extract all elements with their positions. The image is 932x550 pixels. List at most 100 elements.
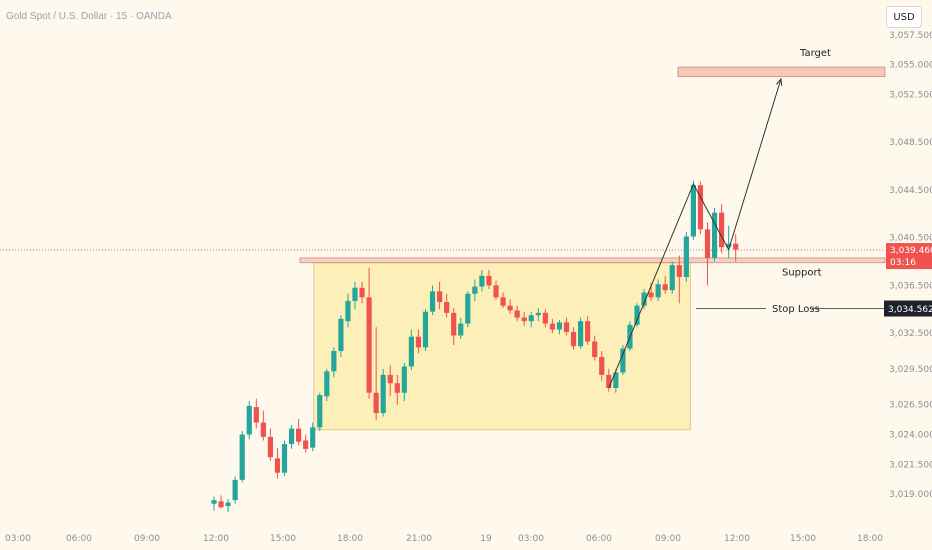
candle — [563, 317, 570, 336]
candle — [451, 308, 457, 346]
candle-body — [303, 440, 309, 449]
candle-body — [613, 372, 619, 388]
y-tick-label: 3,019.000 — [889, 490, 932, 500]
candle-body — [444, 302, 450, 313]
candle — [281, 440, 288, 477]
candle-body — [331, 351, 337, 372]
candle — [260, 410, 266, 441]
candle-body — [324, 371, 330, 397]
candle — [683, 231, 689, 282]
candle — [486, 269, 492, 289]
candle — [380, 368, 386, 417]
candle — [415, 329, 422, 354]
candle-body — [429, 291, 436, 312]
candle — [634, 303, 640, 328]
candle — [232, 476, 238, 504]
candle-body — [535, 312, 541, 316]
y-tick-label: 3,052.500 — [889, 91, 932, 101]
y-tick-label: 3,036.500 — [889, 281, 932, 291]
candle — [246, 401, 252, 440]
x-tick-label: 12:00 — [203, 534, 229, 544]
currency-button[interactable]: USD — [886, 6, 922, 28]
x-tick-label: 18:00 — [337, 534, 363, 544]
candle — [253, 398, 259, 429]
candle — [422, 309, 429, 352]
candle-body — [507, 305, 513, 311]
candle — [310, 422, 316, 452]
candle — [458, 317, 464, 340]
candle — [274, 447, 281, 479]
candle — [303, 434, 309, 453]
candle — [528, 311, 534, 328]
target-label: Target — [799, 48, 831, 59]
candle — [507, 299, 513, 315]
candle-body — [578, 321, 584, 347]
candle-body — [662, 284, 668, 291]
candle-body — [288, 428, 295, 445]
x-tick-label: 09:00 — [655, 534, 681, 544]
candle-body — [563, 322, 570, 332]
candle — [655, 279, 661, 301]
candle-body — [493, 285, 499, 298]
candle-body — [458, 323, 464, 336]
candle — [218, 495, 224, 509]
candle-body — [669, 265, 675, 291]
candle-body — [401, 366, 407, 393]
candle-body — [570, 331, 577, 347]
price-tag-value: 3,039.460 — [890, 246, 932, 256]
candle-body — [556, 322, 563, 330]
candle — [225, 498, 231, 513]
candle-body — [528, 315, 534, 322]
chart-title: Gold Spot / U.S. Dollar · 15 · OANDA — [6, 11, 172, 22]
target-projection-line — [728, 78, 782, 250]
stop-tag-box — [884, 300, 932, 317]
candle-body — [585, 321, 591, 342]
candle-body — [465, 293, 471, 324]
candle-body — [733, 243, 739, 250]
x-tick-label: 12:00 — [724, 534, 750, 544]
x-tick-label: 15:00 — [790, 534, 816, 544]
candle-body — [655, 284, 661, 298]
candle-body — [232, 479, 238, 501]
y-tick-label: 3,021.500 — [889, 460, 932, 470]
candle — [542, 309, 548, 328]
candle — [556, 319, 563, 335]
candle — [324, 368, 330, 402]
candle — [669, 261, 675, 294]
candle-body — [267, 436, 273, 458]
support-label: Support — [782, 268, 822, 279]
arrow-head — [776, 77, 783, 87]
x-tick-label: 09:00 — [134, 534, 160, 544]
candle-body — [218, 501, 224, 508]
candle — [267, 428, 273, 461]
price-tag-box — [886, 243, 932, 270]
candle-body — [711, 212, 718, 258]
candle-body — [352, 287, 358, 301]
candle — [585, 316, 591, 346]
y-tick-label: 3,048.500 — [889, 138, 932, 148]
candle-body — [719, 212, 725, 248]
y-tick-label: 3,040.500 — [889, 234, 932, 244]
candle — [317, 392, 323, 431]
candle-body — [704, 229, 711, 258]
candle — [726, 225, 732, 258]
candle — [500, 292, 506, 309]
candle-body — [310, 427, 316, 448]
candle-body — [253, 407, 259, 423]
candle — [429, 285, 436, 316]
candle-body — [521, 317, 527, 322]
candle — [599, 351, 605, 381]
candle-body — [690, 185, 696, 237]
candle — [366, 267, 372, 399]
candle-body — [726, 243, 732, 248]
candle-body — [620, 348, 626, 373]
candle-body — [648, 292, 654, 298]
y-tick-label: 3,055.000 — [889, 61, 932, 71]
candle-body — [606, 374, 612, 388]
candle-body — [260, 422, 266, 437]
candle-body — [500, 297, 506, 306]
x-tick-label: 03:00 — [518, 534, 544, 544]
candle — [690, 180, 696, 241]
